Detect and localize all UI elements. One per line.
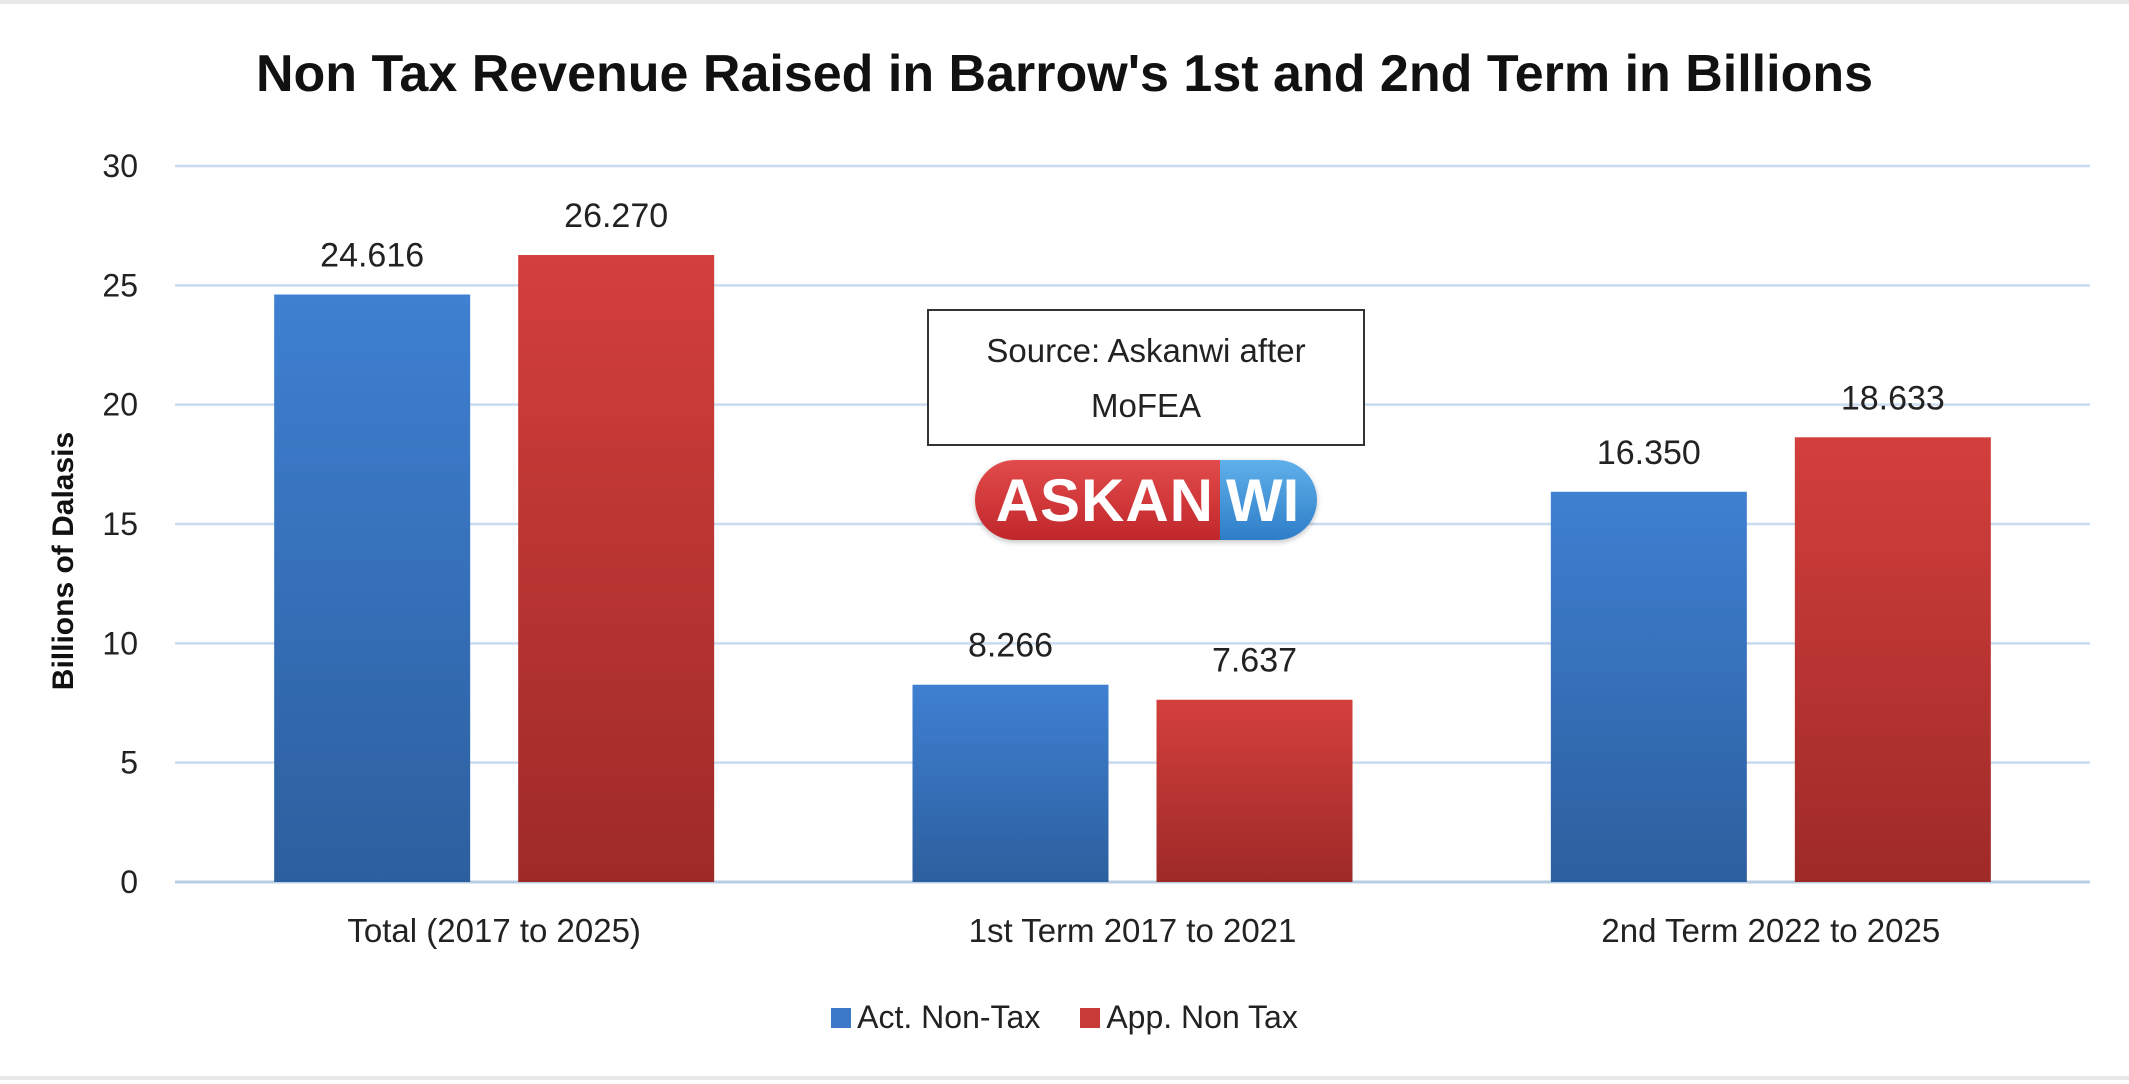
- legend-swatch-act: [831, 1007, 852, 1028]
- x-tick-label: 1st Term 2017 to 2021: [969, 912, 1297, 949]
- y-tick-label: 0: [120, 864, 138, 900]
- legend-label-act: Act. Non-Tax: [857, 999, 1041, 1035]
- data-label: 7.637: [1212, 642, 1297, 680]
- y-tick-label: 15: [102, 506, 138, 542]
- source-text: Source: Askanwi after MoFEA: [986, 331, 1306, 424]
- bar: [1156, 699, 1353, 882]
- bar: [1550, 491, 1747, 882]
- data-label: 26.270: [564, 197, 668, 235]
- legend: Act. Non-Tax App. Non Tax: [0, 999, 2129, 1036]
- data-label: 24.616: [320, 236, 424, 274]
- legend-swatch-app: [1080, 1007, 1101, 1028]
- bar: [912, 684, 1109, 882]
- chart-title: Non Tax Revenue Raised in Barrow's 1st a…: [255, 45, 1874, 103]
- legend-label-app: App. Non Tax: [1106, 999, 1298, 1035]
- logo-blue-part: WI: [1220, 460, 1317, 540]
- legend-item-app: App. Non Tax: [1080, 999, 1298, 1036]
- askanwi-logo: ASKAN WI: [975, 460, 1317, 540]
- x-tick-label: 2nd Term 2022 to 2025: [1601, 912, 1940, 949]
- bar-chart: 0 5 10 15 20 25 30 24.616 26.270 Total (2017 to …: [47, 148, 2090, 949]
- legend-item-act: Act. Non-Tax: [831, 999, 1040, 1036]
- y-tick-label: 20: [102, 387, 138, 423]
- bar: [1794, 437, 1991, 882]
- data-label: 16.350: [1597, 434, 1701, 472]
- y-tick-label: 30: [102, 148, 138, 184]
- y-tick-label: 25: [102, 267, 138, 303]
- y-tick-label: 10: [102, 625, 138, 661]
- source-annotation: Source: Askanwi after MoFEA: [927, 309, 1365, 446]
- bar: [274, 294, 471, 882]
- data-label: 18.633: [1841, 379, 1945, 417]
- logo-red-part: ASKAN: [975, 460, 1220, 540]
- x-tick-label: Total (2017 to 2025): [347, 912, 641, 949]
- y-tick-label: 5: [120, 745, 138, 781]
- data-label: 8.266: [968, 627, 1053, 665]
- bar: [518, 255, 715, 883]
- y-axis-title: Billions of Dalasis: [47, 432, 80, 690]
